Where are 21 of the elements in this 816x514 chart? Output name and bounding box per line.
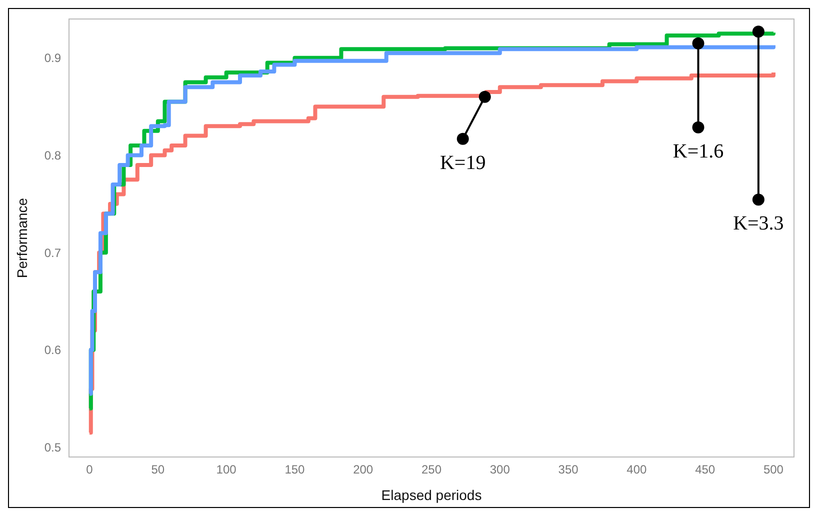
- x-tick-label: 150: [284, 462, 306, 477]
- x-tick-label: 400: [626, 462, 648, 477]
- x-tick-label: 450: [695, 462, 716, 477]
- y-tick-label: 0.5: [44, 440, 62, 455]
- x-tick-label: 200: [353, 462, 374, 477]
- y-tick-label: 0.7: [44, 246, 62, 260]
- annotation: K=3.3: [733, 212, 784, 235]
- y-tick-label: 0.8: [44, 148, 62, 163]
- x-tick-label: 250: [421, 462, 442, 477]
- y-axis-title: Performance: [14, 198, 30, 278]
- x-tick-label: 300: [490, 462, 510, 477]
- annotation: K=1.6: [672, 140, 724, 162]
- annotation: K=19: [440, 152, 486, 174]
- x-tick-label: 0: [86, 462, 94, 477]
- y-tick-label: 0.9: [44, 51, 62, 66]
- x-tick-label: 50: [151, 462, 165, 477]
- x-tick-label: 350: [558, 462, 579, 477]
- x-axis-title: Elapsed periods: [381, 487, 482, 503]
- y-tick-label: 0.6: [44, 343, 62, 358]
- x-tick-label: 100: [216, 462, 237, 477]
- x-tick-label: 500: [763, 462, 784, 477]
